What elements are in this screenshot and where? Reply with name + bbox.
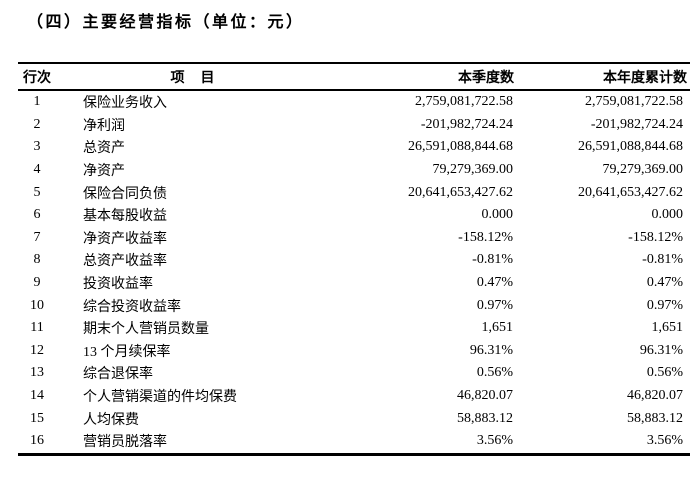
- row-number-cell: 13: [30, 365, 44, 381]
- item-cell: 总资产: [83, 141, 125, 157]
- section-title: （四）主要经营指标（单位：元）: [27, 14, 305, 31]
- header-quarter-value: 本季度数: [330, 63, 516, 91]
- indicators-table: 行次 项 目 本季度数 本年度累计数 1 保险业务收入 2,759,081,722.…: [18, 62, 690, 456]
- row-number-cell: 8: [33, 252, 41, 268]
- item-cell: 综合投资收益率: [83, 299, 181, 315]
- item-cell: 净资产收益率: [83, 231, 167, 247]
- quarter-value-cell: -158.12%: [458, 229, 513, 245]
- item-cell: 净利润: [83, 118, 125, 134]
- row-number-cell: 9: [33, 275, 41, 291]
- ytd-value-cell: -201,982,724.24: [590, 116, 683, 132]
- quarter-value-cell: 79,279,369.00: [432, 162, 514, 178]
- item-cell: 总资产收益率: [83, 254, 167, 270]
- quarter-value-cell: 58,883.12: [457, 410, 513, 426]
- quarter-value-cell: 20,641,653,427.62: [408, 184, 513, 200]
- table-row: 4 净资产 79,279,369.00 79,279,369.00: [18, 159, 690, 182]
- item-cell: 综合退保率: [83, 367, 153, 383]
- row-number-cell: 15: [30, 410, 44, 426]
- item-cell: 13 个月续保率: [83, 344, 171, 360]
- ytd-value-cell: 96.31%: [639, 342, 683, 358]
- quarter-value-cell: 26,591,088,844.68: [408, 139, 513, 155]
- row-number-cell: 16: [30, 433, 44, 449]
- row-number-cell: 11: [30, 320, 44, 336]
- header-ytd-value: 本年度累计数: [516, 63, 690, 91]
- quarter-value-cell: 0.000: [481, 207, 514, 223]
- item-cell: 保险合同负债: [83, 186, 167, 202]
- quarter-value-cell: 96.31%: [469, 342, 513, 358]
- ytd-value-cell: 0.97%: [646, 297, 683, 313]
- table-row: 7 净资产收益率 -158.12% -158.12%: [18, 227, 690, 250]
- quarter-value-cell: 0.47%: [476, 275, 513, 291]
- item-cell: 净资产: [83, 164, 125, 180]
- row-number-cell: 5: [33, 184, 41, 200]
- table-row: 16 营销员脱落率 3.56% 3.56%: [18, 430, 690, 454]
- table-row: 6 基本每股收益 0.000 0.000: [18, 204, 690, 227]
- row-number-cell: 7: [33, 229, 41, 245]
- ytd-value-cell: 0.000: [651, 207, 684, 223]
- table-row: 5 保险合同负债 20,641,653,427.62 20,641,653,427.6…: [18, 181, 690, 204]
- item-cell: 营销员脱落率: [83, 435, 167, 451]
- item-cell: 个人营销渠道的件均保费: [83, 390, 237, 406]
- row-number-cell: 14: [30, 388, 44, 404]
- table-row: 3 总资产 26,591,088,844.68 26,591,088,844.68: [18, 136, 690, 159]
- table-row: 14 个人营销渠道的件均保费 46,820.07 46,820.07: [18, 385, 690, 408]
- ytd-value-cell: 2,759,081,722.58: [585, 94, 683, 110]
- quarter-value-cell: 46,820.07: [457, 388, 513, 404]
- header-item: 项 目: [56, 63, 330, 91]
- table-row: 13 综合退保率 0.56% 0.56%: [18, 362, 690, 385]
- ytd-value-cell: -0.81%: [642, 252, 683, 268]
- quarter-value-cell: -201,982,724.24: [420, 116, 513, 132]
- ytd-value-cell: 46,820.07: [627, 388, 683, 404]
- item-cell: 人均保费: [83, 412, 139, 428]
- table-row: 2 净利润 -201,982,724.24 -201,982,724.24: [18, 114, 690, 137]
- quarter-value-cell: 2,759,081,722.58: [415, 94, 513, 110]
- quarter-value-cell: 3.56%: [476, 433, 513, 449]
- row-number-cell: 2: [33, 116, 41, 132]
- table-row: 8 总资产收益率 -0.81% -0.81%: [18, 249, 690, 272]
- row-number-cell: 12: [30, 342, 44, 358]
- ytd-value-cell: 26,591,088,844.68: [578, 139, 683, 155]
- item-cell: 保险业务收入: [83, 96, 167, 112]
- ytd-value-cell: 20,641,653,427.62: [578, 184, 683, 200]
- ytd-value-cell: 0.47%: [646, 275, 683, 291]
- table-header-row: 行次 项 目 本季度数 本年度累计数: [18, 63, 690, 91]
- item-cell: 基本每股收益: [83, 209, 167, 225]
- table-row: 11 期末个人营销员数量 1,651 1,651: [18, 317, 690, 340]
- header-row-number: 行次: [18, 63, 56, 91]
- row-number-cell: 6: [33, 207, 41, 223]
- ytd-value-cell: 58,883.12: [627, 410, 683, 426]
- table-body: 1 保险业务收入 2,759,081,722.58 2,759,081,722.58 2…: [18, 90, 690, 454]
- table-row: 15 人均保费 58,883.12 58,883.12: [18, 407, 690, 430]
- item-cell: 期末个人营销员数量: [83, 322, 209, 338]
- quarter-value-cell: -0.81%: [472, 252, 513, 268]
- table-row: 1 保险业务收入 2,759,081,722.58 2,759,081,722.58: [18, 90, 690, 114]
- table-row: 12 13 个月续保率 96.31% 96.31%: [18, 340, 690, 363]
- row-number-cell: 10: [30, 297, 44, 313]
- row-number-cell: 3: [33, 139, 41, 155]
- ytd-value-cell: 1,651: [651, 320, 684, 336]
- ytd-value-cell: 79,279,369.00: [602, 162, 684, 178]
- quarter-value-cell: 1,651: [481, 320, 514, 336]
- ytd-value-cell: 3.56%: [646, 433, 683, 449]
- ytd-value-cell: -158.12%: [628, 229, 683, 245]
- row-number-cell: 4: [33, 162, 41, 178]
- table-row: 9 投资收益率 0.47% 0.47%: [18, 272, 690, 295]
- table-row: 10 综合投资收益率 0.97% 0.97%: [18, 294, 690, 317]
- quarter-value-cell: 0.56%: [476, 365, 513, 381]
- quarter-value-cell: 0.97%: [476, 297, 513, 313]
- item-cell: 投资收益率: [83, 277, 153, 293]
- row-number-cell: 1: [33, 94, 41, 110]
- ytd-value-cell: 0.56%: [646, 365, 683, 381]
